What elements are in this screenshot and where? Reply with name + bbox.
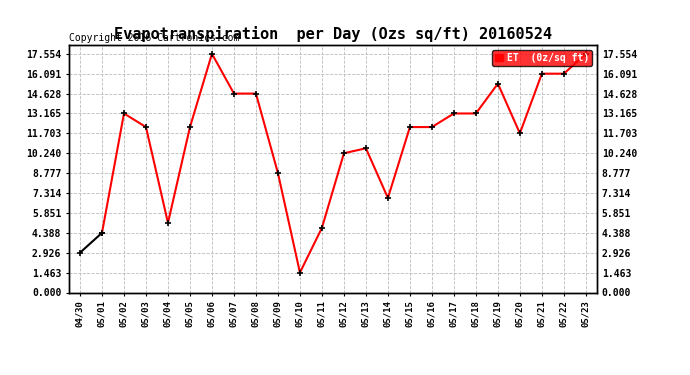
- Text: Copyright 2016 Cartronics.com: Copyright 2016 Cartronics.com: [69, 33, 239, 42]
- Title: Evapotranspiration  per Day (Ozs sq/ft) 20160524: Evapotranspiration per Day (Ozs sq/ft) 2…: [114, 27, 552, 42]
- Legend: ET  (0z/sq ft): ET (0z/sq ft): [492, 50, 592, 66]
